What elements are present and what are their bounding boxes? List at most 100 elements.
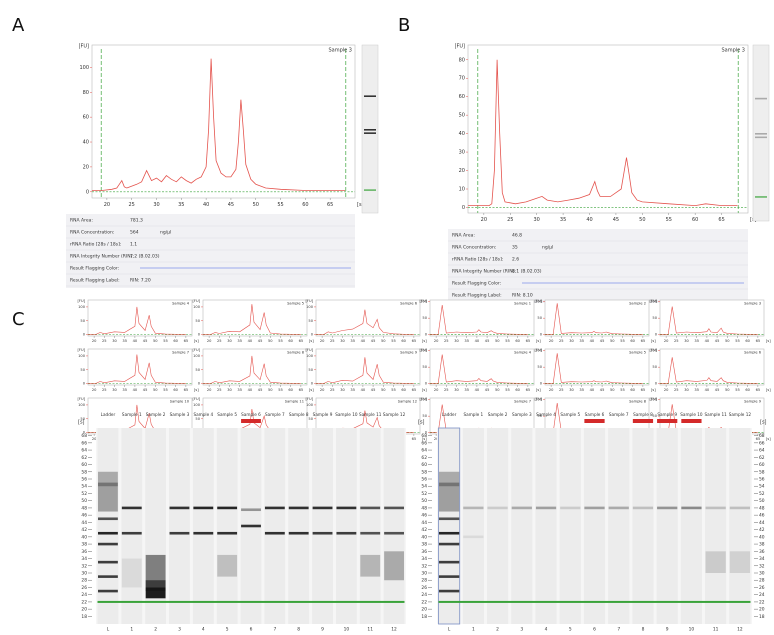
x-tick-label: 20 — [434, 388, 439, 392]
y-axis-label: [FU] — [649, 348, 657, 352]
x-tick-label: 40 — [361, 339, 366, 343]
y-axis-label: [FU] — [534, 299, 542, 303]
info-text: RNA Area: — [70, 218, 93, 224]
x-tick-label: 55 — [505, 388, 510, 392]
x-tick-label: 40 — [248, 339, 253, 343]
gel-band — [241, 524, 261, 528]
y-tick-label: 20 — [83, 164, 89, 170]
x-tick-label: 55 — [735, 388, 740, 392]
x-tick-label: 45 — [600, 339, 605, 343]
info-panel — [66, 214, 355, 288]
x-tick-label: 60 — [288, 339, 293, 343]
plot-title: Sample 11 — [285, 400, 304, 404]
flag-marker — [657, 419, 678, 423]
info-text: RNA Concentration: — [70, 230, 114, 236]
gel-lane — [486, 428, 509, 624]
gel-tick-label: 66 — [759, 440, 765, 446]
lane-number: 11 — [713, 627, 719, 633]
gel-tick-label: 52 — [81, 491, 87, 497]
info-text: 35 — [512, 245, 518, 251]
y-tick-label: 100 — [420, 349, 428, 353]
x-axis-label: [s] — [194, 388, 199, 392]
gel-tick-label: 56 — [81, 477, 87, 483]
plot-frame — [544, 348, 650, 386]
y-tick-label: 0 — [83, 382, 86, 386]
gel-band — [169, 506, 190, 510]
gel-tick-label: 36 — [421, 549, 427, 555]
gel-tick-label: 32 — [81, 563, 87, 569]
y-tick-label: 50 — [537, 365, 542, 369]
x-tick-label: 35 — [237, 388, 242, 392]
info-text: ng/µl — [160, 230, 171, 236]
gel-band — [98, 542, 118, 546]
trace — [430, 354, 528, 384]
plot-frame — [467, 44, 749, 214]
y-tick-label: 0 — [83, 333, 86, 337]
x-tick-label: 50 — [268, 339, 273, 343]
x-tick-label: 35 — [579, 339, 584, 343]
flag-marker — [681, 419, 702, 423]
gel-tick-label: 46 — [81, 513, 87, 519]
x-tick-label: 55 — [391, 388, 396, 392]
x-tick-label: 50 — [725, 339, 730, 343]
plot-frame — [315, 348, 421, 386]
x-tick-label: 60 — [401, 388, 406, 392]
gel-tick-label: 18 — [81, 614, 87, 620]
y-tick-label: 50 — [80, 319, 85, 323]
gel-band — [98, 575, 118, 578]
info-text: rRNA Ratio [28s / 18s]: — [452, 257, 503, 263]
x-axis-label: [s] — [651, 388, 656, 392]
gel-lane — [729, 428, 751, 624]
x-tick-label: 65 — [412, 339, 417, 343]
x-tick-label: 20 — [434, 437, 439, 441]
info-text: Result Flagging Label: — [70, 278, 120, 284]
gel-tick-label: 52 — [759, 491, 765, 497]
y-axis-label: [FU] — [192, 299, 200, 303]
lane-label: Sample 7 — [609, 412, 629, 417]
y-axis-label: [FU] — [305, 397, 313, 401]
gel-tick-label: 62 — [81, 455, 87, 461]
plot-frame — [659, 348, 765, 386]
x-tick-label: 35 — [350, 388, 355, 392]
x-tick-label: 65 — [412, 388, 417, 392]
lane-number: L — [448, 627, 451, 633]
y-tick-label: 50 — [308, 319, 313, 323]
info-text: RIN: 8.10 — [512, 293, 533, 299]
plot-title: Sample 1 — [514, 302, 531, 306]
x-tick-label: 35 — [464, 388, 469, 392]
x-tick-label: 30 — [227, 388, 232, 392]
x-tick-label: 50 — [381, 339, 386, 343]
lane-label: Sample 4 — [193, 412, 213, 417]
trace — [430, 304, 528, 335]
x-tick-label: 45 — [143, 339, 148, 343]
info-text: 7.2 (B.02.03) — [130, 254, 160, 260]
x-tick-label: 40 — [133, 388, 138, 392]
y-axis-label: [FU] — [77, 348, 85, 352]
x-axis-label: [s] — [766, 437, 771, 441]
trace — [203, 304, 301, 335]
lower-marker — [438, 600, 751, 603]
gel-band — [98, 560, 118, 564]
lane-label: Sample 1 — [122, 412, 142, 417]
gel-lane — [535, 428, 557, 624]
gel-tick-label: 22 — [81, 599, 87, 605]
x-tick-label: 20 — [664, 388, 669, 392]
trace — [316, 309, 414, 335]
gel-tick-label: 56 — [421, 477, 427, 483]
gel-band — [487, 506, 508, 510]
y-tick-label: 100 — [535, 349, 543, 353]
x-tick-label: 65 — [299, 339, 304, 343]
x-tick-label: 45 — [613, 217, 619, 223]
x-tick-label: 35 — [560, 217, 566, 223]
lane-label: Sample 1 — [463, 412, 483, 417]
trace — [660, 306, 758, 335]
x-tick-label: 30 — [684, 339, 689, 343]
gel-tick-label: 66 — [421, 440, 427, 446]
y-tick-label: 100 — [306, 305, 314, 309]
gel-tick-label: 28 — [421, 578, 427, 584]
gel-smear — [121, 558, 142, 588]
gel-tick-label: 36 — [759, 549, 765, 555]
lane-number: 1 — [130, 627, 133, 633]
x-tick-label: 25 — [330, 388, 335, 392]
gel-smear — [384, 551, 404, 581]
